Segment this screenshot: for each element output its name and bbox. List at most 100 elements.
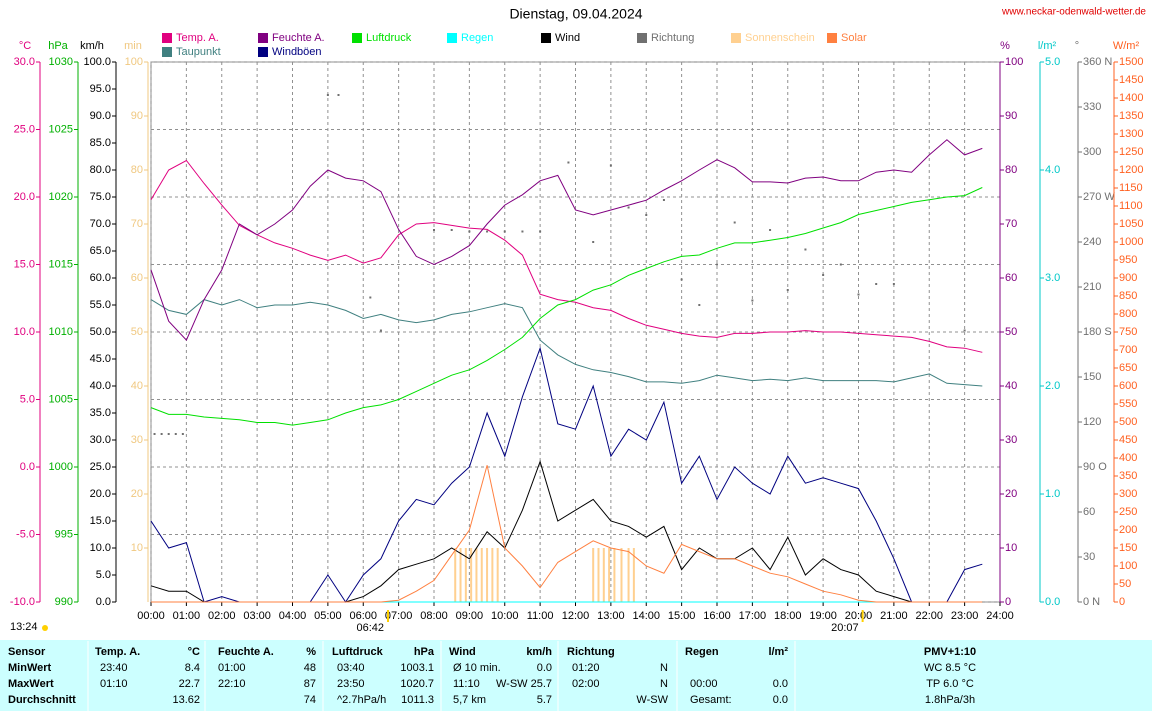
legend-swatch [827, 33, 837, 43]
y-tick-label: 1250 [1119, 146, 1143, 158]
y-tick-label: 900 [1119, 272, 1137, 284]
table-header: Temp. A. [95, 646, 140, 658]
y-tick-label: 5.0 [96, 569, 111, 581]
y-tick-label: 1.0 [1045, 488, 1060, 500]
legend-label: Solar [841, 32, 867, 44]
direction-dot [662, 199, 665, 201]
y-tick-label: 1100 [1119, 200, 1143, 212]
table-cell: 23:40 [100, 662, 128, 674]
y-tick-label: 0 [1005, 596, 1011, 608]
y-tick-label: 150 [1083, 371, 1101, 383]
table-cell: Gesamt: [690, 694, 732, 706]
sunshine-bar [627, 548, 630, 602]
y-tick-label: 60.0 [90, 272, 111, 284]
y-tick-label: 10 [131, 542, 143, 554]
y-tick-label: 700 [1119, 344, 1137, 356]
table-header: hPa [414, 646, 435, 658]
series-line [150, 460, 983, 603]
sunshine-bar [464, 548, 467, 602]
x-tick-label: 10:00 [491, 610, 519, 622]
table-cell: MinWert [8, 662, 52, 674]
sunshine-bar [480, 548, 483, 602]
y-tick-label: 5.0 [20, 393, 35, 405]
sunshine-bar [592, 548, 595, 602]
y-tick-label: 1050 [1119, 218, 1143, 230]
y-tick-label: 70 [1005, 218, 1017, 230]
source-url: www.neckar-odenwald-wetter.de [1001, 7, 1146, 18]
x-tick-label: 07:00 [385, 610, 413, 622]
direction-dot [804, 248, 807, 251]
y-tick-label: 300 [1119, 488, 1137, 500]
axis-unit: min [124, 40, 142, 52]
y-tick-label: 1030 [49, 56, 73, 68]
direction-dot [822, 274, 825, 276]
legend-swatch [258, 47, 268, 57]
y-tick-label: 40 [131, 380, 143, 392]
legend-label: Windböen [272, 46, 322, 58]
daylength-label: 13:24 [10, 621, 38, 633]
sunset-label: 20:07 [831, 622, 859, 634]
direction-dot [786, 289, 789, 291]
table-header: Richtung [567, 646, 615, 658]
y-tick-label: 40.0 [90, 380, 111, 392]
y-tick-label: 240 [1083, 236, 1101, 248]
y-tick-label: 350 [1119, 470, 1137, 482]
legend-label: Richtung [651, 32, 694, 44]
sunshine-bar [491, 548, 494, 602]
y-tick-label: 80.0 [90, 164, 111, 176]
direction-dot [379, 329, 382, 332]
y-tick-label: 55.0 [90, 299, 111, 311]
series-line [150, 139, 983, 341]
y-tick-label: 800 [1119, 308, 1137, 320]
direction-dot [539, 230, 542, 233]
y-tick-label: 60 [131, 272, 143, 284]
table-cell: 87 [304, 678, 316, 690]
axis-unit: ° [1075, 40, 1079, 52]
legend-swatch [162, 47, 172, 57]
table-header: l/m² [768, 646, 788, 658]
direction-dot [592, 241, 595, 243]
table-cell: 0.0 [773, 694, 788, 706]
y-tick-label: -5.0 [16, 528, 35, 540]
y-tick-label: 20 [131, 488, 143, 500]
table-cell: 03:40 [337, 662, 365, 674]
table-cell: 5,7 km [453, 694, 486, 706]
y-tick-label: 210 [1083, 281, 1101, 293]
axis-unit: l/m² [1038, 40, 1057, 52]
y-tick-label: 50 [131, 326, 143, 338]
axis-unit: hPa [48, 40, 68, 52]
direction-dot [609, 164, 612, 167]
legend-swatch [162, 33, 172, 43]
y-tick-label: 300 [1083, 146, 1101, 158]
y-tick-label: 995 [55, 528, 73, 540]
legend-swatch [258, 33, 268, 43]
legend-swatch [731, 33, 741, 43]
x-tick-label: 16:00 [703, 610, 731, 622]
y-tick-label: 2.0 [1045, 380, 1060, 392]
y-tick-label: 85.0 [90, 137, 111, 149]
table-cell: 00:00 [690, 678, 718, 690]
direction-dot [645, 214, 648, 216]
y-tick-label: 3.0 [1045, 272, 1060, 284]
y-tick-label: 1005 [49, 393, 73, 405]
direction-dot [326, 94, 329, 96]
table-cell: 01:10 [100, 678, 128, 690]
x-tick-label: 23:00 [951, 610, 979, 622]
sunshine-bar [632, 548, 635, 602]
y-tick-label: 650 [1119, 362, 1137, 374]
table-cell: ^2.7hPa/h [337, 694, 386, 706]
y-tick-label: 35.0 [90, 407, 111, 419]
y-tick-label: 95.0 [90, 83, 111, 95]
table-background [0, 640, 1152, 711]
x-tick-label: 01:00 [173, 610, 201, 622]
x-tick-label: 11:00 [527, 610, 554, 622]
x-tick-label: 04:00 [279, 610, 307, 622]
legend-label: Luftdruck [366, 32, 412, 44]
sunshine-bar [454, 548, 457, 602]
y-tick-label: 60 [1005, 272, 1017, 284]
direction-dot [433, 229, 435, 231]
y-tick-label: 550 [1119, 398, 1137, 410]
y-tick-label: 990 [55, 596, 73, 608]
y-tick-label: 0.0 [1045, 596, 1060, 608]
